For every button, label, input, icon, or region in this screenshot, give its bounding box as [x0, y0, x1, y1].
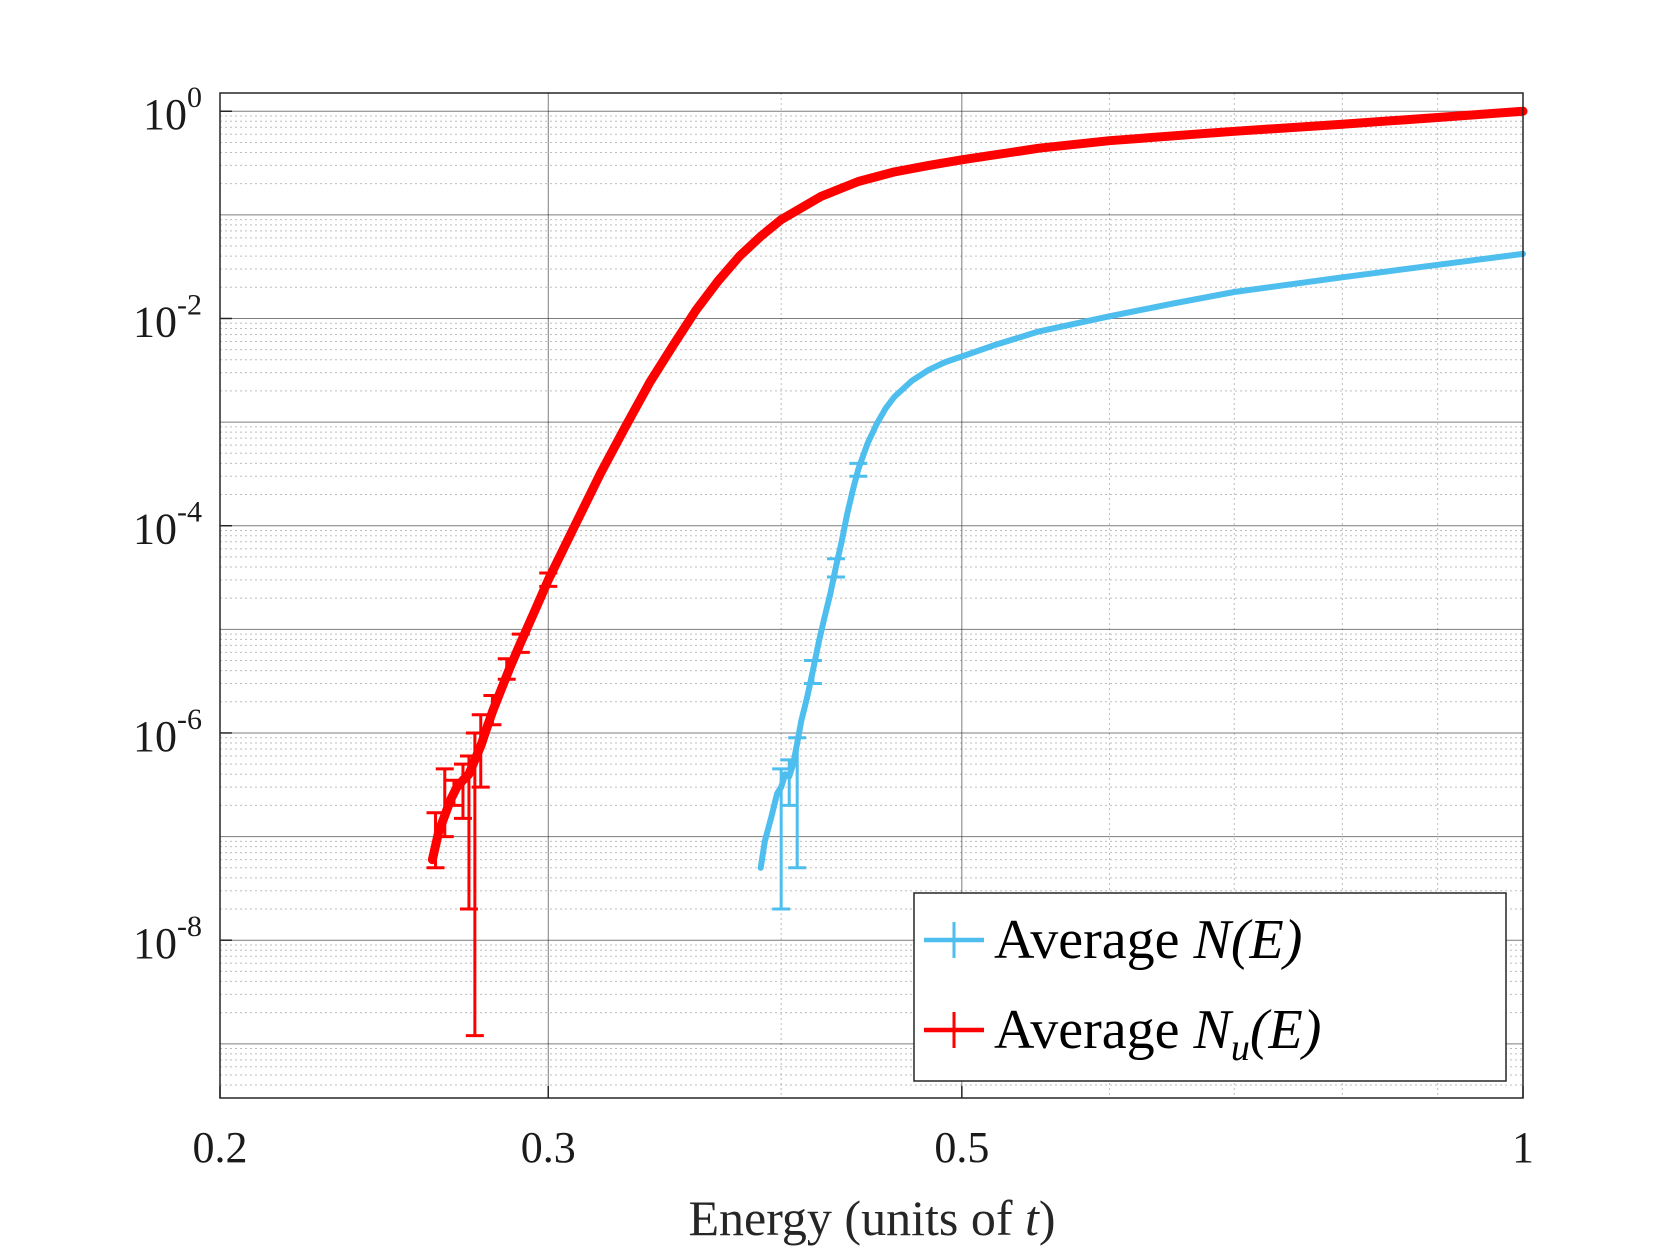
data-point-nE	[810, 668, 816, 674]
data-point-nE	[794, 740, 800, 746]
data-point-nuE	[1434, 114, 1442, 122]
y-tick-label: 10-4	[133, 496, 202, 554]
data-point-nE	[855, 466, 861, 472]
data-point-nE	[850, 487, 856, 493]
x-tick-label: 0.2	[193, 1123, 248, 1172]
data-point-nuE	[597, 469, 605, 477]
data-point-nuE	[571, 522, 579, 530]
data-point-nuE	[736, 252, 744, 260]
data-point-nuE	[506, 664, 514, 672]
data-point-nuE	[817, 193, 825, 201]
data-point-nuE	[531, 607, 539, 615]
data-point-nuE	[714, 277, 722, 285]
data-point-nE	[1339, 274, 1345, 280]
x-tick-label: 1	[1512, 1123, 1534, 1172]
data-point-nuE	[646, 379, 654, 387]
x-tick-labels: 0.2 0.3 0.5 1	[193, 1123, 1535, 1172]
legend-entry-nuE: Average Nu(E)	[924, 999, 1321, 1069]
data-point-nuE	[621, 423, 629, 431]
y-tick-label: 10-8	[133, 910, 202, 968]
data-point-nE	[1171, 300, 1177, 306]
data-point-nuE	[757, 232, 765, 240]
data-point-nuE	[925, 161, 933, 169]
data-point-nuE	[1105, 137, 1113, 145]
data-point-nE	[798, 718, 804, 724]
data-point-nE	[758, 865, 764, 871]
data-point-nE	[909, 378, 915, 384]
data-point-nE	[1435, 262, 1441, 268]
data-point-nE	[1106, 313, 1112, 319]
data-point-nuE	[483, 725, 491, 733]
data-point-nE	[882, 406, 888, 412]
legend: Average N(E) Average Nu(E)	[913, 892, 1507, 1082]
data-point-nuE	[544, 576, 552, 584]
data-point-nuE	[777, 216, 785, 224]
data-point-nuE	[465, 770, 473, 778]
plot-frame	[219, 92, 1524, 1099]
legend-label-nE: Average N(E)	[994, 909, 1302, 971]
data-point-nE	[816, 639, 822, 645]
data-point-nE	[804, 694, 810, 700]
data-point-nuE	[517, 638, 525, 646]
data-point-nE	[827, 591, 833, 597]
data-point-nuE	[669, 341, 677, 349]
x-axis-title: Energy (units of t)	[688, 1190, 1055, 1246]
data-point-nuE	[890, 168, 898, 176]
data-point-nuE	[692, 306, 700, 314]
data-point-nuE	[459, 776, 467, 784]
data-point-nuE	[1035, 144, 1043, 152]
data-point-nuE	[958, 156, 966, 164]
data-point-nuE	[477, 742, 485, 750]
y-tick-label: 10-6	[133, 703, 202, 761]
data-point-nuE	[447, 795, 455, 803]
data-point-nE	[942, 359, 948, 365]
data-point-nuE	[435, 828, 443, 836]
data-point-nuE	[1230, 127, 1238, 135]
data-point-nE	[786, 774, 792, 780]
data-point-nE	[833, 564, 839, 570]
data-point-nE	[1036, 328, 1042, 334]
data-point-nE	[959, 353, 965, 359]
y-tick-labels: 100 10-2 10-4 10-6 10-8	[133, 81, 202, 968]
data-point-nE	[774, 791, 780, 797]
legend-box	[913, 892, 1507, 1082]
x-tick-label: 0.5	[934, 1123, 989, 1172]
data-point-nuE	[428, 856, 436, 864]
data-point-nE	[844, 511, 850, 517]
data-point-nuE	[497, 686, 505, 694]
series-layer	[426, 106, 1528, 1038]
series-nuE	[426, 106, 1528, 1038]
data-point-nE	[768, 815, 774, 821]
data-point-nE	[822, 615, 828, 621]
y-tick-label: 100	[143, 81, 202, 139]
data-point-nE	[839, 539, 845, 545]
data-point-nE	[991, 342, 997, 348]
series-nE	[757, 250, 1526, 911]
data-point-nE	[762, 838, 768, 844]
legend-label-nuE: Average Nu(E)	[994, 999, 1321, 1069]
legend-entry-nE: Average N(E)	[924, 909, 1302, 971]
data-point-nuE	[471, 756, 479, 764]
y-tick-label: 10-2	[133, 288, 202, 346]
x-tick-label: 0.3	[521, 1123, 576, 1172]
data-point-nE	[926, 367, 932, 373]
data-point-nuE	[488, 708, 496, 716]
data-point-nE	[1231, 289, 1237, 295]
data-point-nE	[782, 771, 788, 777]
data-point-nE	[778, 784, 784, 790]
data-point-nE	[864, 441, 870, 447]
data-point-nuE	[441, 811, 449, 819]
data-point-nE	[874, 421, 880, 427]
data-point-nuE	[453, 783, 461, 791]
data-point-nE	[891, 394, 897, 400]
data-point-nE	[790, 761, 796, 767]
axis-ticks	[219, 110, 1524, 1098]
data-point-nuE	[854, 177, 862, 185]
data-point-nuE	[1338, 120, 1346, 128]
